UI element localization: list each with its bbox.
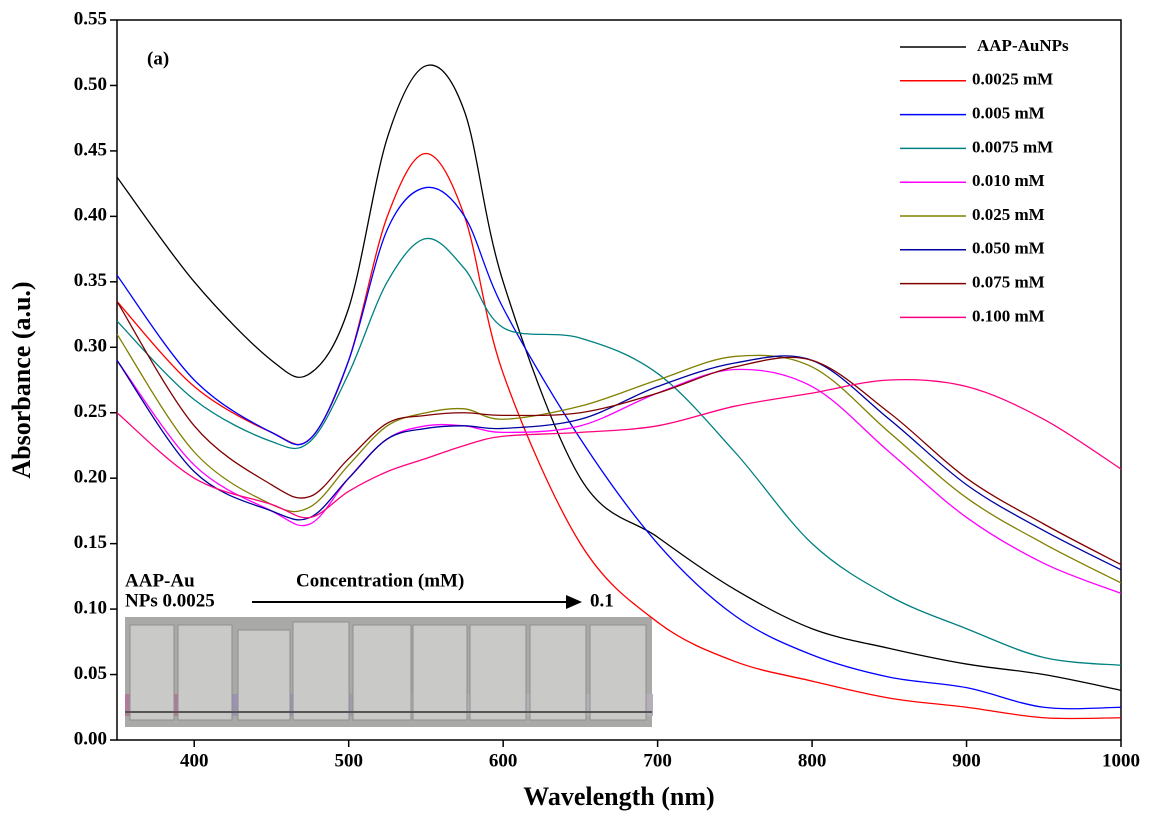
y-tick-label: 0.30: [74, 336, 107, 357]
arrow-head: [566, 595, 582, 609]
legend-label: 0.050 mM: [972, 239, 1045, 258]
series-line: [116, 64, 1122, 691]
annotation: AAP-Au: [125, 570, 195, 591]
y-tick-label: 0.35: [74, 270, 107, 291]
y-tick-label: 0.55: [74, 8, 107, 29]
x-tick-label: 700: [643, 750, 672, 771]
x-axis-title: Wavelength (nm): [523, 782, 714, 811]
series-line: [116, 355, 1122, 571]
x-tick-label: 500: [334, 750, 363, 771]
y-tick-label: 0.20: [74, 467, 107, 488]
legend-label: 0.010 mM: [972, 171, 1045, 190]
x-tick-label: 600: [489, 750, 518, 771]
legend-label: 0.025 mM: [972, 205, 1045, 224]
series-line: [116, 301, 1122, 566]
y-tick-label: 0.45: [74, 139, 107, 160]
x-tick-label: 1000: [1102, 750, 1140, 771]
series-line: [116, 237, 1122, 667]
legend-label: 0.100 mM: [972, 306, 1045, 325]
x-tick-label: 800: [798, 750, 827, 771]
series-line: [116, 186, 1122, 710]
series-line: [116, 333, 1122, 584]
series-line: [116, 359, 1122, 594]
y-tick-label: 0.25: [74, 401, 107, 422]
y-tick-label: 0.05: [74, 663, 107, 684]
legend-label: AAP-AuNPs: [977, 36, 1069, 55]
annotation: 0.1: [590, 590, 614, 611]
y-tick-label: 0.15: [74, 532, 107, 553]
y-tick-label: 0.40: [74, 205, 107, 226]
y-tick-label: 0.50: [74, 74, 107, 95]
plot-frame: [116, 19, 1122, 741]
y-tick-label: 0.10: [74, 597, 107, 618]
legend-label: 0.0025 mM: [972, 70, 1053, 89]
legend-label: 0.005 mM: [972, 104, 1045, 123]
inset-photo: [125, 617, 653, 727]
x-tick-label: 900: [952, 750, 981, 771]
legend-label: 0.0075 mM: [972, 137, 1053, 156]
annotation: Concentration (mM): [296, 570, 464, 591]
x-tick-label: 400: [180, 750, 209, 771]
series-line: [116, 378, 1122, 519]
y-tick-label: 0.00: [74, 728, 107, 749]
y-axis-title: Absorbance (a.u.): [7, 281, 36, 478]
legend-label: 0.075 mM: [972, 273, 1045, 292]
panel-label: (a): [147, 48, 169, 69]
annotation: NPs 0.0025: [125, 590, 215, 611]
